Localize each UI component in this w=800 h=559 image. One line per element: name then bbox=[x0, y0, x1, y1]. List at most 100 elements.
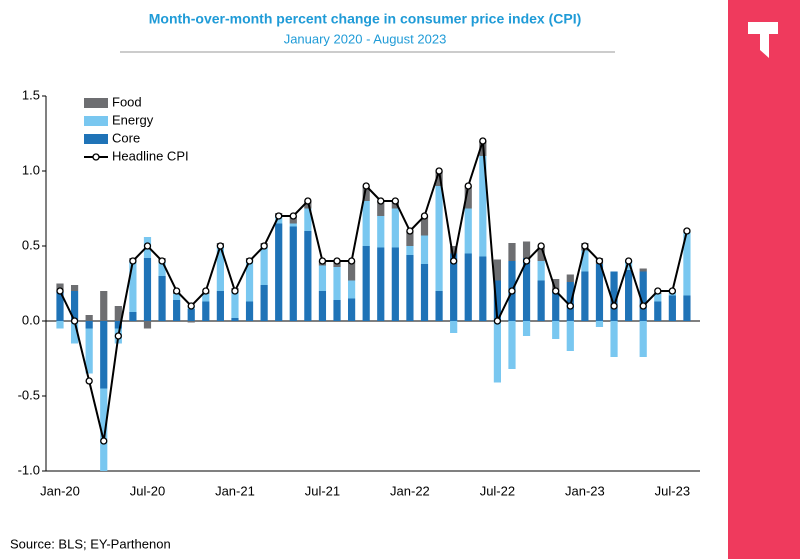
bar-segment bbox=[348, 280, 356, 299]
headline-marker bbox=[479, 137, 487, 145]
headline-marker bbox=[377, 197, 385, 205]
headline-marker bbox=[581, 242, 589, 250]
bar-segment bbox=[231, 318, 239, 321]
bar-segment bbox=[129, 261, 137, 312]
bar-segment bbox=[289, 216, 297, 224]
headline-marker bbox=[187, 302, 195, 310]
headline-marker bbox=[100, 437, 108, 445]
y-tick-label: 1.5 bbox=[22, 87, 40, 102]
x-tick-label: Jan-22 bbox=[390, 483, 430, 498]
bar-segment bbox=[435, 171, 443, 186]
bar-segment bbox=[479, 256, 487, 321]
headline-marker bbox=[231, 287, 239, 295]
legend-marker bbox=[92, 153, 100, 161]
bar-segment bbox=[85, 321, 93, 329]
bar-segment bbox=[450, 246, 458, 254]
headline-marker bbox=[420, 212, 429, 220]
bar-segment bbox=[173, 294, 181, 300]
chart-title: Month-over-month percent change in consu… bbox=[149, 11, 582, 27]
bar-segment bbox=[348, 261, 356, 281]
headline-marker bbox=[435, 167, 443, 175]
bar-segment bbox=[610, 321, 618, 357]
headline-marker bbox=[522, 257, 531, 265]
x-tick-label: Jul-21 bbox=[305, 483, 340, 498]
bar-segment bbox=[245, 301, 254, 321]
bar-segment bbox=[114, 321, 122, 329]
bar-segment bbox=[231, 291, 239, 318]
legend-label: Core bbox=[112, 130, 140, 145]
bar-segment bbox=[377, 216, 385, 248]
headline-marker bbox=[347, 257, 356, 265]
bar-segment bbox=[362, 186, 370, 201]
headline-marker bbox=[202, 287, 210, 295]
headline-marker bbox=[275, 212, 283, 220]
headline-marker bbox=[114, 332, 122, 340]
bar-segment bbox=[100, 291, 108, 321]
bar-segment bbox=[275, 223, 283, 321]
x-tick-label: Jul-22 bbox=[480, 483, 515, 498]
bar-segment bbox=[522, 241, 531, 258]
bar-segment bbox=[522, 258, 531, 321]
headline-marker bbox=[639, 302, 647, 310]
bar-segment bbox=[187, 309, 195, 321]
bar-segment bbox=[537, 280, 545, 321]
bar-segment bbox=[114, 306, 122, 321]
headline-marker bbox=[464, 182, 472, 190]
bar-segment bbox=[406, 255, 414, 321]
headline-marker bbox=[610, 302, 618, 310]
bar-segment bbox=[216, 246, 224, 291]
bar-segment bbox=[625, 261, 633, 270]
bar-segment bbox=[654, 294, 662, 302]
headline-line bbox=[59, 140, 688, 442]
y-tick-label: -1.0 bbox=[18, 462, 40, 477]
bar-segment bbox=[610, 271, 618, 321]
headline-marker bbox=[172, 287, 181, 295]
source-note: Source: BLS; EY-Parthenon bbox=[10, 536, 171, 551]
bar-segment bbox=[420, 264, 429, 321]
headline-marker bbox=[362, 182, 370, 190]
bar-segment bbox=[566, 321, 574, 351]
bar-segment bbox=[522, 321, 531, 336]
bar-segment bbox=[552, 279, 560, 291]
bar-segment bbox=[508, 243, 516, 261]
bar-segment bbox=[304, 231, 312, 321]
legend-swatch bbox=[84, 116, 108, 126]
bar-segment bbox=[639, 268, 647, 272]
bar-segment bbox=[639, 271, 647, 321]
bar-segment bbox=[143, 258, 152, 321]
headline-marker bbox=[595, 257, 604, 265]
bar-segment bbox=[260, 285, 268, 321]
headline-marker bbox=[216, 242, 225, 250]
legend-label: Headline CPI bbox=[112, 148, 189, 163]
bar-segment bbox=[493, 259, 501, 281]
headline-marker bbox=[333, 257, 341, 265]
bar-segment bbox=[654, 301, 662, 321]
x-tick-label: Jan-21 bbox=[215, 483, 255, 498]
legend-label: Food bbox=[112, 94, 142, 109]
bar-segment bbox=[318, 291, 327, 321]
headline-marker bbox=[158, 257, 166, 265]
bar-segment bbox=[173, 300, 181, 321]
bar-segment bbox=[595, 321, 604, 327]
bar-segment bbox=[304, 208, 312, 231]
bar-segment bbox=[668, 295, 676, 321]
bar-segment bbox=[450, 253, 458, 321]
headline-marker bbox=[624, 257, 633, 265]
logo bbox=[748, 22, 778, 58]
bar-segment bbox=[70, 321, 79, 344]
bar-segment bbox=[56, 283, 64, 291]
headline-marker bbox=[566, 302, 574, 310]
side-panel bbox=[728, 0, 800, 559]
bar-segment bbox=[318, 265, 327, 291]
bar-segment bbox=[639, 321, 647, 357]
bar-segment bbox=[70, 291, 79, 321]
x-tick-label: Jul-23 bbox=[655, 483, 690, 498]
bar-segment bbox=[508, 321, 516, 369]
legend-label: Energy bbox=[112, 112, 154, 127]
bar-segment bbox=[70, 285, 79, 291]
y-tick-label: -0.5 bbox=[18, 387, 40, 402]
bar-segment bbox=[464, 186, 472, 209]
legend-swatch bbox=[84, 134, 108, 144]
bar-segment bbox=[100, 388, 108, 471]
